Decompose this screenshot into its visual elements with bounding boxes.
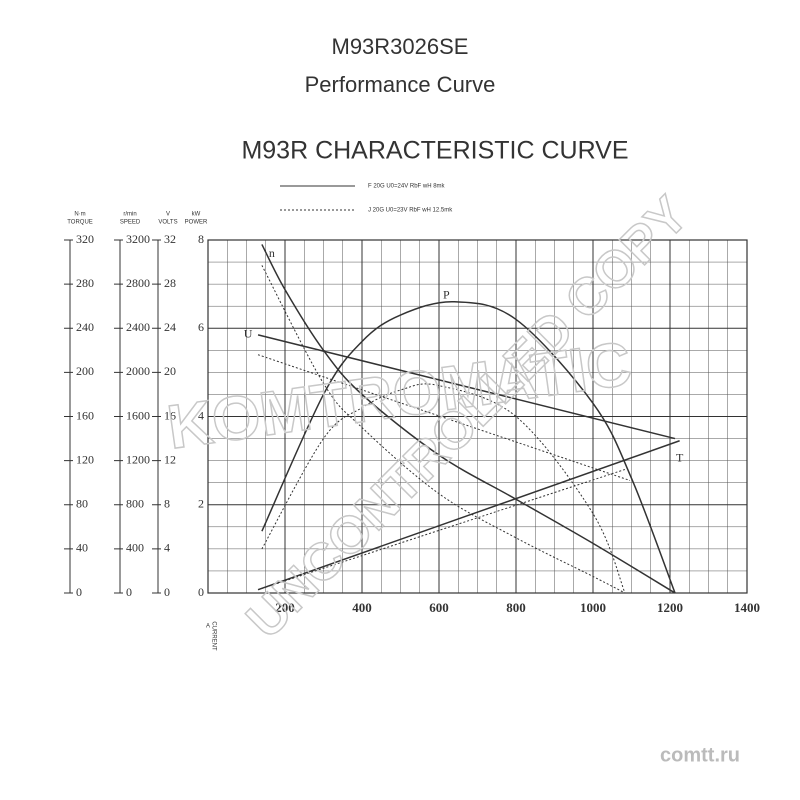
curve (257, 440, 680, 591)
y-tick-label: 0 (126, 585, 132, 599)
legend-label: F 20G U0=24V RbF wH 8mk (368, 184, 446, 190)
curve (261, 301, 676, 594)
y-tick-label: 24 (164, 320, 176, 334)
y-tick-label: 80 (76, 497, 88, 511)
y-tick-label: 0 (198, 585, 204, 599)
y-axis-label: POWER (185, 220, 208, 226)
y-axis-unit: V (166, 212, 170, 218)
curve (257, 334, 676, 440)
y-axis-unit: N·m (74, 212, 85, 218)
x-tick-label: 1000 (580, 600, 606, 615)
y-axis-unit: kW (192, 212, 201, 218)
plot-frame (207, 239, 748, 594)
y-tick-label: 32 (164, 232, 176, 246)
watermark: comtt.ru (660, 744, 740, 766)
y-axis-unit: r/min (123, 212, 136, 218)
x-tick-label: 1400 (734, 600, 760, 615)
curve-label: U (244, 327, 253, 341)
y-tick-label: 0 (164, 585, 170, 599)
x-tick-label: 200 (275, 600, 295, 615)
model-title: M93R3026SE (332, 34, 469, 59)
y-tick-label: 200 (76, 364, 94, 378)
curve-label: T (676, 451, 684, 465)
y-tick-label: 0 (76, 585, 82, 599)
y-tick-label: 2 (198, 497, 204, 511)
curve (261, 383, 626, 594)
y-tick-label: 2000 (126, 364, 150, 378)
y-tick-label: 120 (76, 452, 94, 466)
y-tick-label: 4 (198, 408, 204, 422)
y-tick-label: 160 (76, 408, 94, 422)
y-tick-label: 20 (164, 364, 176, 378)
y-tick-label: 240 (76, 320, 94, 334)
y-tick-label: 2800 (126, 276, 150, 290)
y-tick-label: 16 (164, 408, 176, 422)
y-tick-label: 40 (76, 541, 88, 555)
y-tick-label: 1200 (126, 452, 150, 466)
y-tick-label: 400 (126, 541, 144, 555)
y-axis-label: VOLTS (158, 220, 177, 226)
y-tick-label: 8 (198, 232, 204, 246)
curve-label: P (443, 288, 450, 302)
x-tick-label: 400 (352, 600, 372, 615)
y-tick-label: 280 (76, 276, 94, 290)
y-tick-label: 320 (76, 232, 94, 246)
y-axis-label: SPEED (120, 220, 141, 226)
x-axis-label: CURRENT (210, 621, 216, 651)
x-tick-label: 600 (429, 600, 449, 615)
chart-title: M93R CHARACTERISTIC CURVE (241, 137, 628, 165)
y-tick-label: 12 (164, 452, 176, 466)
y-tick-label: 3200 (126, 232, 150, 246)
legend-label: J 20G U0=23V RbF wH 12.5mk (368, 208, 453, 214)
y-tick-label: 2400 (126, 320, 150, 334)
curve (261, 244, 676, 594)
y-tick-label: 8 (164, 497, 170, 511)
y-axis-label: TORQUE (67, 220, 93, 226)
x-axis-unit: A (206, 624, 210, 630)
y-tick-label: 28 (164, 276, 176, 290)
y-tick-label: 4 (164, 541, 170, 555)
watermarks: KOMTROMATIC UNCONTROLLED COPY comtt.ru (163, 185, 740, 766)
curve (261, 265, 626, 594)
curve (257, 354, 631, 481)
x-tick-label: 1200 (657, 600, 683, 615)
y-tick-label: 6 (198, 320, 204, 334)
curve (257, 468, 626, 591)
curve-label: n (269, 246, 275, 260)
x-tick-label: 800 (506, 600, 526, 615)
y-tick-label: 800 (126, 497, 144, 511)
subtitle: Performance Curve (305, 72, 496, 97)
y-tick-label: 1600 (126, 408, 150, 422)
